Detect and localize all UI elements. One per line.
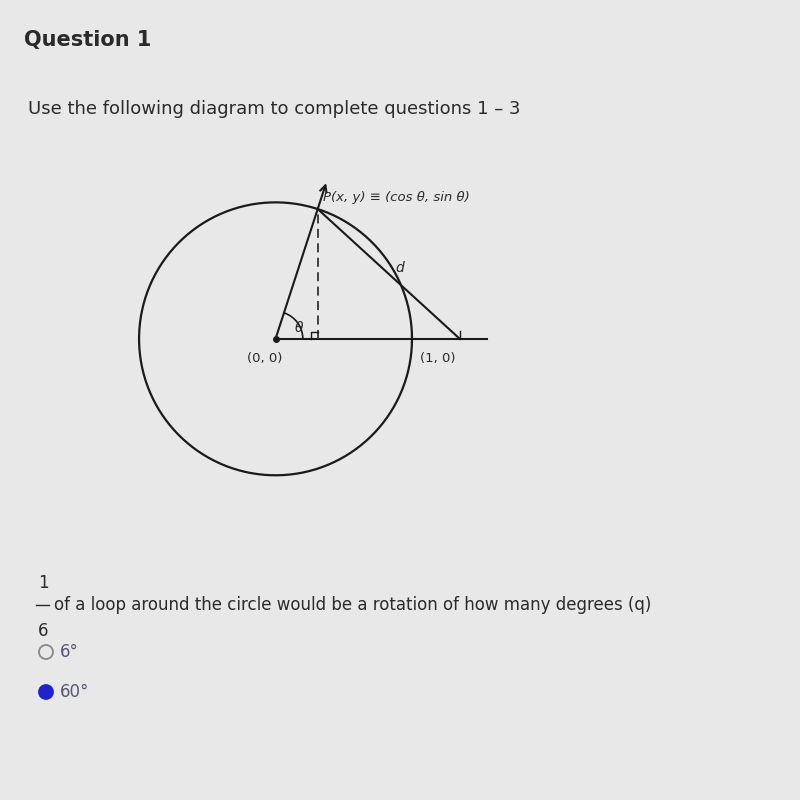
Circle shape xyxy=(39,685,53,699)
Text: P(x, y) ≡ (cos θ, sin θ): P(x, y) ≡ (cos θ, sin θ) xyxy=(323,190,470,203)
Text: 6°: 6° xyxy=(60,643,79,661)
Text: (1, 0): (1, 0) xyxy=(420,353,456,366)
Text: Use the following diagram to complete questions 1 – 3: Use the following diagram to complete qu… xyxy=(28,100,521,118)
Text: d: d xyxy=(395,262,404,275)
Text: of a loop around the circle would be a rotation of how many degrees (q): of a loop around the circle would be a r… xyxy=(54,596,651,614)
Text: Question 1: Question 1 xyxy=(24,30,151,50)
Text: 60°: 60° xyxy=(60,683,90,701)
Text: 1: 1 xyxy=(38,574,49,592)
Text: (0, 0): (0, 0) xyxy=(247,353,282,366)
Text: 6: 6 xyxy=(38,622,49,640)
Text: θ: θ xyxy=(295,322,304,335)
